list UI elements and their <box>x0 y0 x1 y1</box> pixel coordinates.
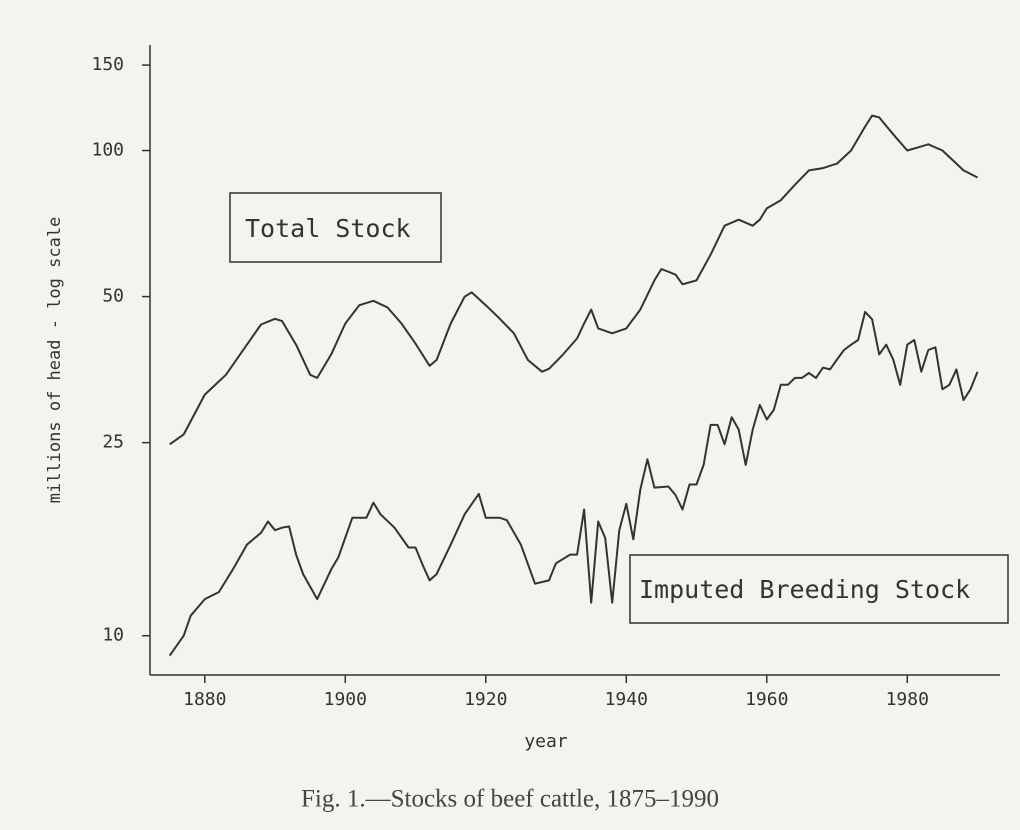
x-axis-label: year <box>524 731 568 752</box>
annotation: Imputed Breeding Stock <box>639 575 970 604</box>
annotation: Total Stock <box>245 214 411 243</box>
y-tick-label: 10 <box>102 625 124 646</box>
y-tick-label: 150 <box>91 54 124 75</box>
y-axis-label: millions of head - log scale <box>45 217 65 504</box>
x-tick-label: 1960 <box>745 689 788 710</box>
annotation-box <box>629 554 1009 624</box>
x-tick-label: 1940 <box>605 689 648 710</box>
y-tick-label: 25 <box>102 432 124 453</box>
y-tick-label: 100 <box>91 140 124 161</box>
x-tick-label: 1920 <box>464 689 507 710</box>
x-tick-label: 1880 <box>183 689 226 710</box>
series-line <box>168 310 979 657</box>
annotation-box <box>229 192 442 263</box>
x-tick-label: 1900 <box>324 689 367 710</box>
series-line <box>169 114 978 446</box>
x-tick-label: 1980 <box>886 689 929 710</box>
y-tick-label: 50 <box>102 286 124 307</box>
caption: Fig. 1.—Stocks of beef cattle, 1875–1990 <box>301 786 719 813</box>
